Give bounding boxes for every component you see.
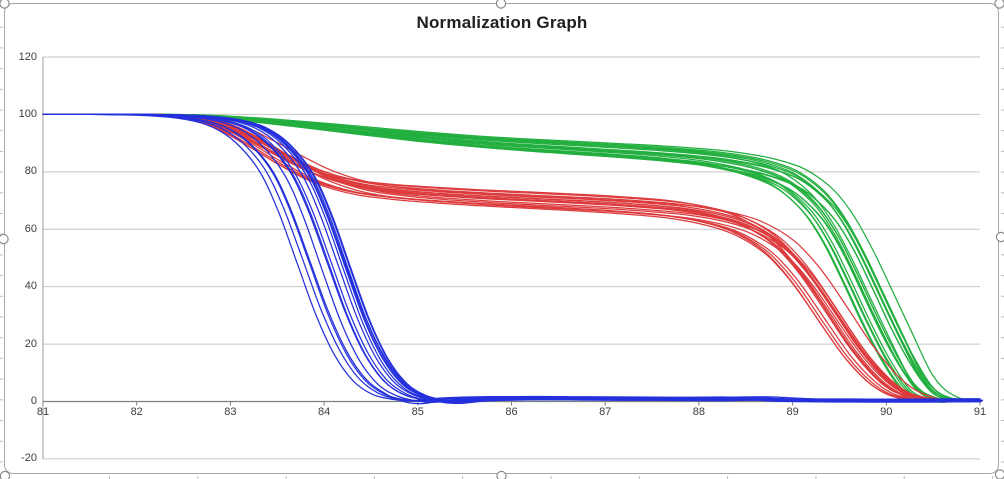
- x-tick-label-90: 90: [880, 406, 893, 418]
- y-tick-label-80: 80: [24, 165, 37, 178]
- red-cluster-line[interactable]: [57, 113, 949, 401]
- green-cluster-line[interactable]: [50, 113, 961, 401]
- green-cluster-line[interactable]: [42, 113, 942, 403]
- x-tick-label-83: 83: [224, 406, 237, 418]
- green-cluster-line[interactable]: [42, 113, 953, 402]
- green-cluster-line[interactable]: [49, 113, 960, 401]
- green-cluster-line[interactable]: [42, 113, 940, 402]
- y-tick-label-100: 100: [18, 107, 37, 120]
- red-cluster-series[interactable]: [42, 113, 949, 402]
- selection-handle[interactable]: [995, 231, 1004, 243]
- red-cluster-line[interactable]: [45, 113, 937, 402]
- selection-handle[interactable]: [496, 470, 507, 479]
- green-cluster-line[interactable]: [58, 113, 969, 401]
- red-cluster-line[interactable]: [42, 113, 924, 401]
- selection-handle[interactable]: [0, 0, 10, 9]
- x-tick-label-85: 85: [411, 406, 424, 418]
- blue-cluster-line[interactable]: [68, 113, 983, 404]
- blue-cluster-series[interactable]: [42, 113, 984, 405]
- chart-title[interactable]: Normalization Graph: [416, 13, 588, 32]
- red-cluster-line[interactable]: [51, 113, 944, 400]
- red-cluster-line[interactable]: [43, 113, 936, 401]
- blue-cluster-line[interactable]: [57, 113, 981, 403]
- green-cluster-series[interactable]: [42, 113, 970, 403]
- x-tick-label-86: 86: [505, 406, 518, 418]
- x-tick-label-82: 82: [130, 406, 143, 418]
- selection-handle[interactable]: [994, 469, 1004, 479]
- y-tick-label--20: -20: [21, 452, 37, 465]
- selection-handle[interactable]: [0, 470, 11, 479]
- red-cluster-line[interactable]: [48, 113, 940, 402]
- red-cluster-line[interactable]: [42, 113, 925, 400]
- green-cluster-line[interactable]: [50, 113, 961, 401]
- x-tick-label-84: 84: [317, 406, 331, 418]
- y-tick-label-60: 60: [24, 222, 37, 235]
- red-cluster-line[interactable]: [44, 113, 936, 400]
- blue-cluster-line[interactable]: [42, 113, 966, 405]
- x-tick-label-91: 91: [973, 406, 987, 418]
- y-tick-label-40: 40: [24, 280, 37, 293]
- green-cluster-line[interactable]: [47, 113, 958, 401]
- selection-handle[interactable]: [0, 233, 9, 245]
- blue-cluster-line[interactable]: [42, 113, 959, 402]
- red-cluster-line[interactable]: [51, 113, 943, 401]
- blue-cluster-line[interactable]: [62, 113, 981, 402]
- green-cluster-line[interactable]: [45, 113, 956, 401]
- green-cluster-line[interactable]: [47, 113, 958, 401]
- y-tick-label-20: 20: [24, 337, 37, 350]
- x-tick-label-89: 89: [786, 406, 799, 418]
- green-cluster-line[interactable]: [42, 113, 939, 401]
- blue-cluster-line[interactable]: [65, 113, 981, 403]
- x-tick-label-87: 87: [599, 406, 612, 418]
- x-tick-label-88: 88: [692, 406, 706, 418]
- blue-cluster-line[interactable]: [42, 113, 954, 402]
- blue-cluster-line[interactable]: [64, 113, 981, 405]
- blue-cluster-line[interactable]: [42, 113, 966, 402]
- y-tick-label-120: 120: [18, 50, 37, 63]
- green-cluster-line[interactable]: [54, 113, 965, 403]
- green-cluster-line[interactable]: [42, 113, 950, 403]
- red-cluster-line[interactable]: [43, 113, 936, 401]
- selection-handle[interactable]: [495, 0, 507, 9]
- blue-cluster-line[interactable]: [66, 113, 982, 404]
- green-cluster-line[interactable]: [42, 113, 951, 403]
- blue-cluster-line[interactable]: [49, 113, 981, 403]
- blue-cluster-line[interactable]: [61, 113, 981, 402]
- red-cluster-line[interactable]: [42, 113, 920, 402]
- green-cluster-line[interactable]: [42, 113, 946, 403]
- y-tick-label-0: 0: [30, 395, 37, 407]
- x-tick-label-81: 81: [36, 406, 50, 418]
- selection-handle[interactable]: [994, 0, 1004, 9]
- chart-object-frame[interactable]: [4, 3, 999, 474]
